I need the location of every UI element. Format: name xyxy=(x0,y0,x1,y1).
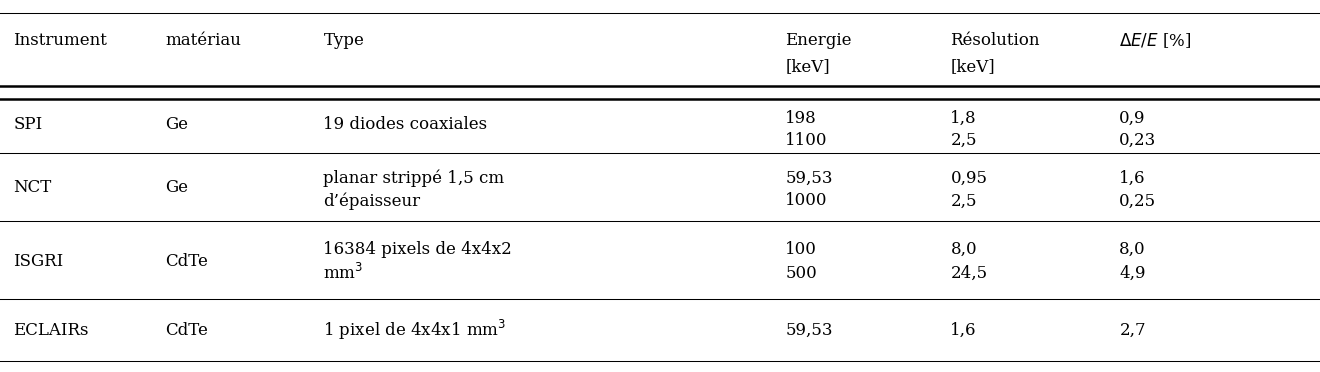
Text: 2,7: 2,7 xyxy=(1119,322,1146,339)
Text: 1,6: 1,6 xyxy=(950,322,977,339)
Text: Résolution: Résolution xyxy=(950,32,1040,49)
Text: 8,0: 8,0 xyxy=(950,241,977,258)
Text: 16384 pixels de 4x4x2: 16384 pixels de 4x4x2 xyxy=(323,241,512,258)
Text: 1,8: 1,8 xyxy=(950,110,977,127)
Text: Ge: Ge xyxy=(165,179,187,196)
Text: 2,5: 2,5 xyxy=(950,132,977,149)
Text: Energie: Energie xyxy=(785,32,851,49)
Text: 500: 500 xyxy=(785,265,817,282)
Text: 4,9: 4,9 xyxy=(1119,265,1146,282)
Text: 0,95: 0,95 xyxy=(950,170,987,187)
Text: d’épaisseur: d’épaisseur xyxy=(323,192,421,210)
Text: 59,53: 59,53 xyxy=(785,322,833,339)
Text: CdTe: CdTe xyxy=(165,322,207,339)
Text: 59,53: 59,53 xyxy=(785,170,833,187)
Text: 8,0: 8,0 xyxy=(1119,241,1146,258)
Text: 2,5: 2,5 xyxy=(950,192,977,209)
Text: [keV]: [keV] xyxy=(785,58,830,76)
Text: ECLAIRs: ECLAIRs xyxy=(13,322,88,339)
Text: 1000: 1000 xyxy=(785,192,828,209)
Text: Type: Type xyxy=(323,32,364,49)
Text: ISGRI: ISGRI xyxy=(13,253,63,270)
Text: NCT: NCT xyxy=(13,179,51,196)
Text: 1,6: 1,6 xyxy=(1119,170,1146,187)
Text: matériau: matériau xyxy=(165,32,240,49)
Text: 100: 100 xyxy=(785,241,817,258)
Text: 0,9: 0,9 xyxy=(1119,110,1146,127)
Text: [keV]: [keV] xyxy=(950,58,995,76)
Text: 24,5: 24,5 xyxy=(950,265,987,282)
Text: 1100: 1100 xyxy=(785,132,828,149)
Text: SPI: SPI xyxy=(13,116,42,133)
Text: 1 pixel de 4x4x1 mm$^3$: 1 pixel de 4x4x1 mm$^3$ xyxy=(323,318,507,342)
Text: $\Delta E/E$ [%]: $\Delta E/E$ [%] xyxy=(1119,32,1192,50)
Text: CdTe: CdTe xyxy=(165,253,207,270)
Text: mm$^3$: mm$^3$ xyxy=(323,263,363,283)
Text: planar strippé 1,5 cm: planar strippé 1,5 cm xyxy=(323,170,504,187)
Text: 0,25: 0,25 xyxy=(1119,192,1156,209)
Text: 0,23: 0,23 xyxy=(1119,132,1156,149)
Text: Instrument: Instrument xyxy=(13,32,107,49)
Text: 198: 198 xyxy=(785,110,817,127)
Text: Ge: Ge xyxy=(165,116,187,133)
Text: 19 diodes coaxiales: 19 diodes coaxiales xyxy=(323,116,487,133)
